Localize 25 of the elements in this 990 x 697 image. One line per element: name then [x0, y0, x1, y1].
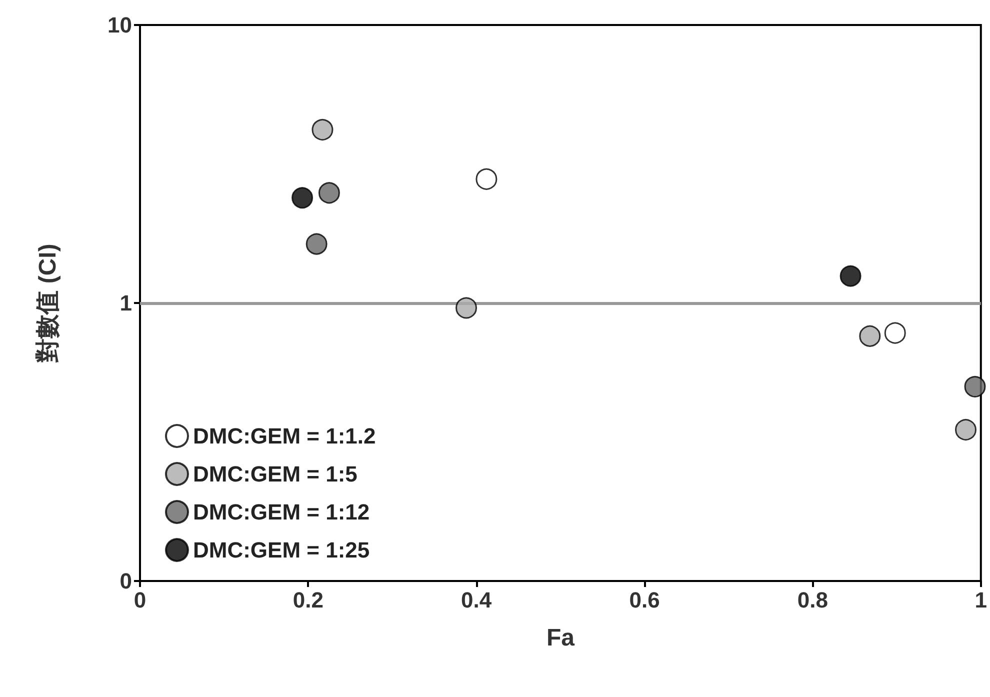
- point: [306, 233, 328, 255]
- x-tick-label: 1: [974, 588, 988, 612]
- y-tick-label: 10: [108, 12, 132, 38]
- x-tick-label: 0.8: [797, 588, 828, 612]
- point: [964, 376, 986, 398]
- legend-label: DMC:GEM = 1:1.2: [193, 424, 376, 448]
- point: [859, 325, 881, 347]
- point: [312, 118, 334, 140]
- y-tick-label: 0: [120, 568, 132, 594]
- point: [292, 187, 314, 209]
- y-tick-label: 1: [120, 290, 132, 316]
- x-tick-label: 0.2: [292, 588, 324, 612]
- legend-label: DMC:GEM = 1:25: [193, 538, 370, 562]
- point: [318, 182, 340, 204]
- x-axis-title: Fa: [546, 624, 576, 652]
- x-tick-label: 0.6: [629, 588, 660, 612]
- legend-label: DMC:GEM = 1:12: [193, 500, 370, 524]
- legend-label: DMC:GEM = 1:5: [193, 462, 358, 486]
- x-tick-label: 0.4: [461, 588, 492, 612]
- point: [456, 297, 478, 319]
- point: [840, 265, 862, 287]
- y-axis-title: 對數值 (CI): [34, 244, 62, 364]
- point: [955, 419, 976, 440]
- point: [884, 322, 906, 344]
- point: [476, 168, 498, 190]
